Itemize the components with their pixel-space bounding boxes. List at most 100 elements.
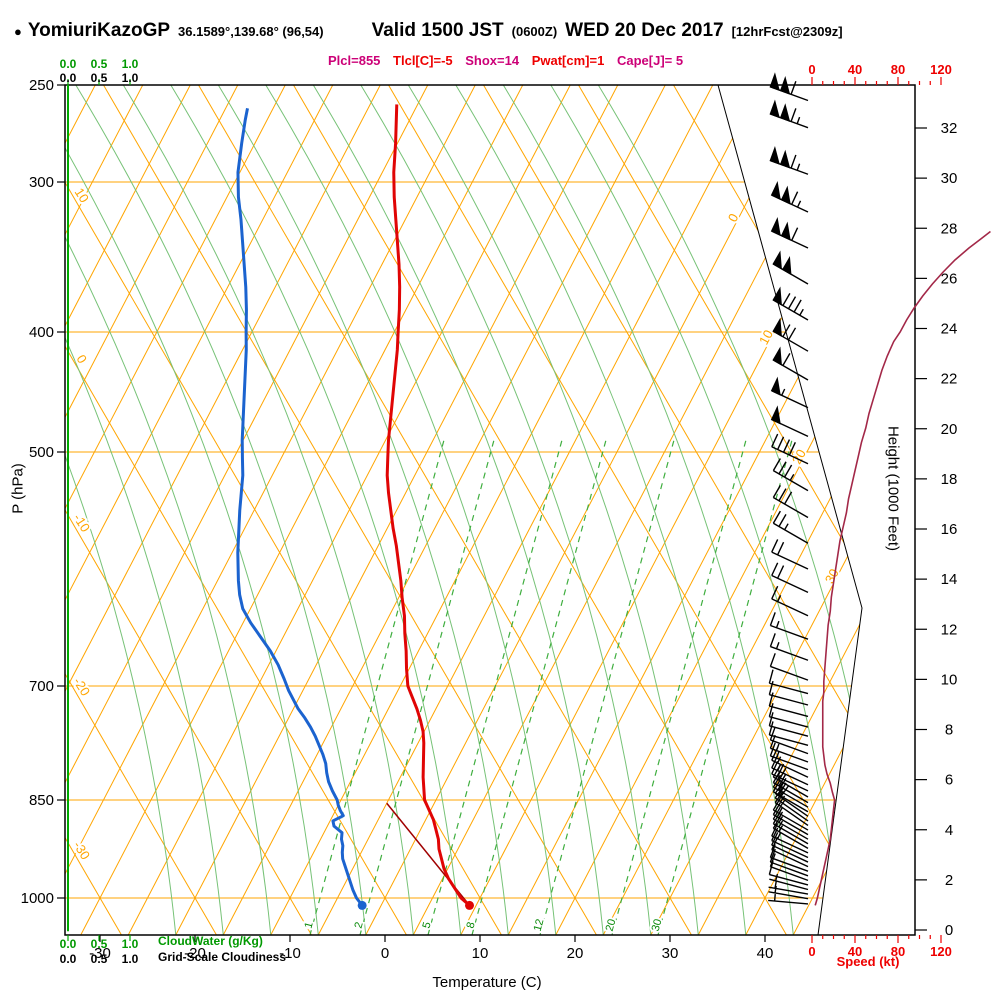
speed-tick-label-top: 80 <box>891 62 905 77</box>
temperature-axis: -30 -20 -10 0 10 20 30 40 <box>89 935 773 962</box>
pressure-tick-label: 500 <box>29 444 54 461</box>
moist-adiabats-and-mixing-ratio <box>65 85 862 935</box>
wind-barbs <box>768 72 809 905</box>
wind-barb <box>770 376 809 409</box>
pressure-tick-label: 1000 <box>21 890 54 907</box>
valid-time: Valid 1500 JST <box>371 20 504 41</box>
wind-barb <box>770 180 809 213</box>
wind-barb <box>768 893 809 905</box>
wind-speed-profile <box>814 230 991 906</box>
wind-barb <box>768 881 809 895</box>
pressure-tick-label: 850 <box>29 792 54 809</box>
wind-barb <box>771 433 809 465</box>
cloudiness-tick-top: 0.5 <box>91 71 108 85</box>
cloudiness-tick-top: 1.0 <box>122 71 139 85</box>
temperature-axis-title: Temperature (C) <box>432 974 542 991</box>
height-tick-label: 26 <box>941 270 958 287</box>
station-name: YomiuriKazoGP <box>27 20 171 41</box>
height-tick-label: 30 <box>941 170 958 187</box>
wind-barb <box>768 702 809 728</box>
temperature-tick-label: 10 <box>472 945 489 962</box>
wind-barb <box>768 885 809 900</box>
pressure-tick-label: 700 <box>29 678 54 695</box>
wind-barb <box>772 286 809 321</box>
temperature-tick-label: -30 <box>89 945 111 962</box>
height-axis-title: Height (1000 Feet) <box>884 425 902 552</box>
height-tick-label: 22 <box>941 371 958 388</box>
wind-barb <box>771 832 809 863</box>
index-shox: Shox=14 <box>465 53 520 68</box>
height-tick-label: 20 <box>941 421 958 438</box>
isotherm-label: 0 <box>725 211 742 224</box>
wind-barb <box>774 781 809 817</box>
wind-barb <box>771 585 809 617</box>
speed-tick-label-bottom: 80 <box>891 944 905 959</box>
isotherm-label: 30 <box>822 566 842 586</box>
cloudwater-tick-top: 0.5 <box>91 57 108 71</box>
temperature-tick-label: -10 <box>279 945 301 962</box>
height-tick-label: 0 <box>945 922 953 939</box>
wind-barb <box>771 836 809 868</box>
wind-barb <box>772 458 809 492</box>
temperature-tick-label: 30 <box>662 945 679 962</box>
height-tick-label: 2 <box>945 872 953 889</box>
pressure-axis: 250 300 400 500 700 850 1000 <box>21 77 65 907</box>
wind-barb <box>769 726 809 755</box>
isotherm-label: 10 <box>756 327 776 347</box>
cloudwater-tick-bottom: 0.0 <box>60 937 77 951</box>
height-tick-label: 28 <box>941 220 958 237</box>
wind-barb <box>769 734 809 763</box>
mixing-ratio-label: 30 <box>650 918 665 933</box>
dewpoint-curve <box>236 107 364 907</box>
temperature-surface-dot <box>465 900 475 910</box>
cloudiness-tick-bottom: 1.0 <box>122 952 139 966</box>
cloudiness-tick-top: 0.0 <box>60 71 77 85</box>
mixing-ratio-label: 20 <box>604 918 619 933</box>
wind-barb <box>769 633 809 661</box>
mixing-ratio-label: 12 <box>532 918 547 933</box>
cloudwater-scale: 0.00.00.00.00.50.50.50.51.01.01.01.0 <box>60 57 139 966</box>
wind-barb <box>772 346 809 381</box>
index-plcl: Plcl=855 <box>328 53 381 68</box>
height-tick-label: 32 <box>941 120 958 137</box>
wind-barb <box>772 317 809 352</box>
station-bullet-icon: ● <box>14 24 22 39</box>
height-tick-label: 8 <box>945 722 953 739</box>
wind-barb <box>769 99 809 129</box>
station-coords: 36.1589°,139.68° (96,54) <box>178 24 324 39</box>
wind-barb <box>772 485 809 519</box>
speed-tick-label-top: 0 <box>808 62 815 77</box>
wind-barb <box>771 760 809 792</box>
sounding-indices: Plcl=855 Tlcl[C]=-5 Shox=14 Pwat[cm]=1 C… <box>328 53 692 68</box>
cloudiness-tick-bottom: 0.5 <box>91 952 108 966</box>
temperature-tick-label: 40 <box>757 945 774 962</box>
wind-barb <box>772 779 809 813</box>
wind-barb <box>772 510 809 544</box>
index-pwat: Pwat[cm]=1 <box>531 53 605 68</box>
cloudwater-tick-top: 0.0 <box>60 57 77 71</box>
height-tick-label: 24 <box>941 321 958 338</box>
speed-tick-label-top: 40 <box>848 62 862 77</box>
sounding-profiles <box>236 104 475 910</box>
wind-panel-boundary <box>717 84 863 936</box>
wind-barb <box>768 712 809 737</box>
height-tick-label: 16 <box>941 521 958 538</box>
wind-barb <box>768 721 809 746</box>
dry-adiabat-label: -20 <box>70 675 93 699</box>
dry-adiabat-label: -10 <box>70 511 93 535</box>
pressure-tick-label: 250 <box>29 77 54 94</box>
temperature-tick-label: 0 <box>381 945 389 962</box>
cloudiness-axis-title: Grid-Scale Cloudiness <box>158 950 287 964</box>
temperature-tick-label: -20 <box>184 945 206 962</box>
wind-barb <box>769 72 809 102</box>
temperature-curve <box>385 104 471 907</box>
speed-tick-label-bottom: 120 <box>930 944 952 959</box>
wind-barb <box>771 562 809 594</box>
wind-barb <box>769 873 809 891</box>
dewpoint-surface-dot <box>357 900 367 910</box>
